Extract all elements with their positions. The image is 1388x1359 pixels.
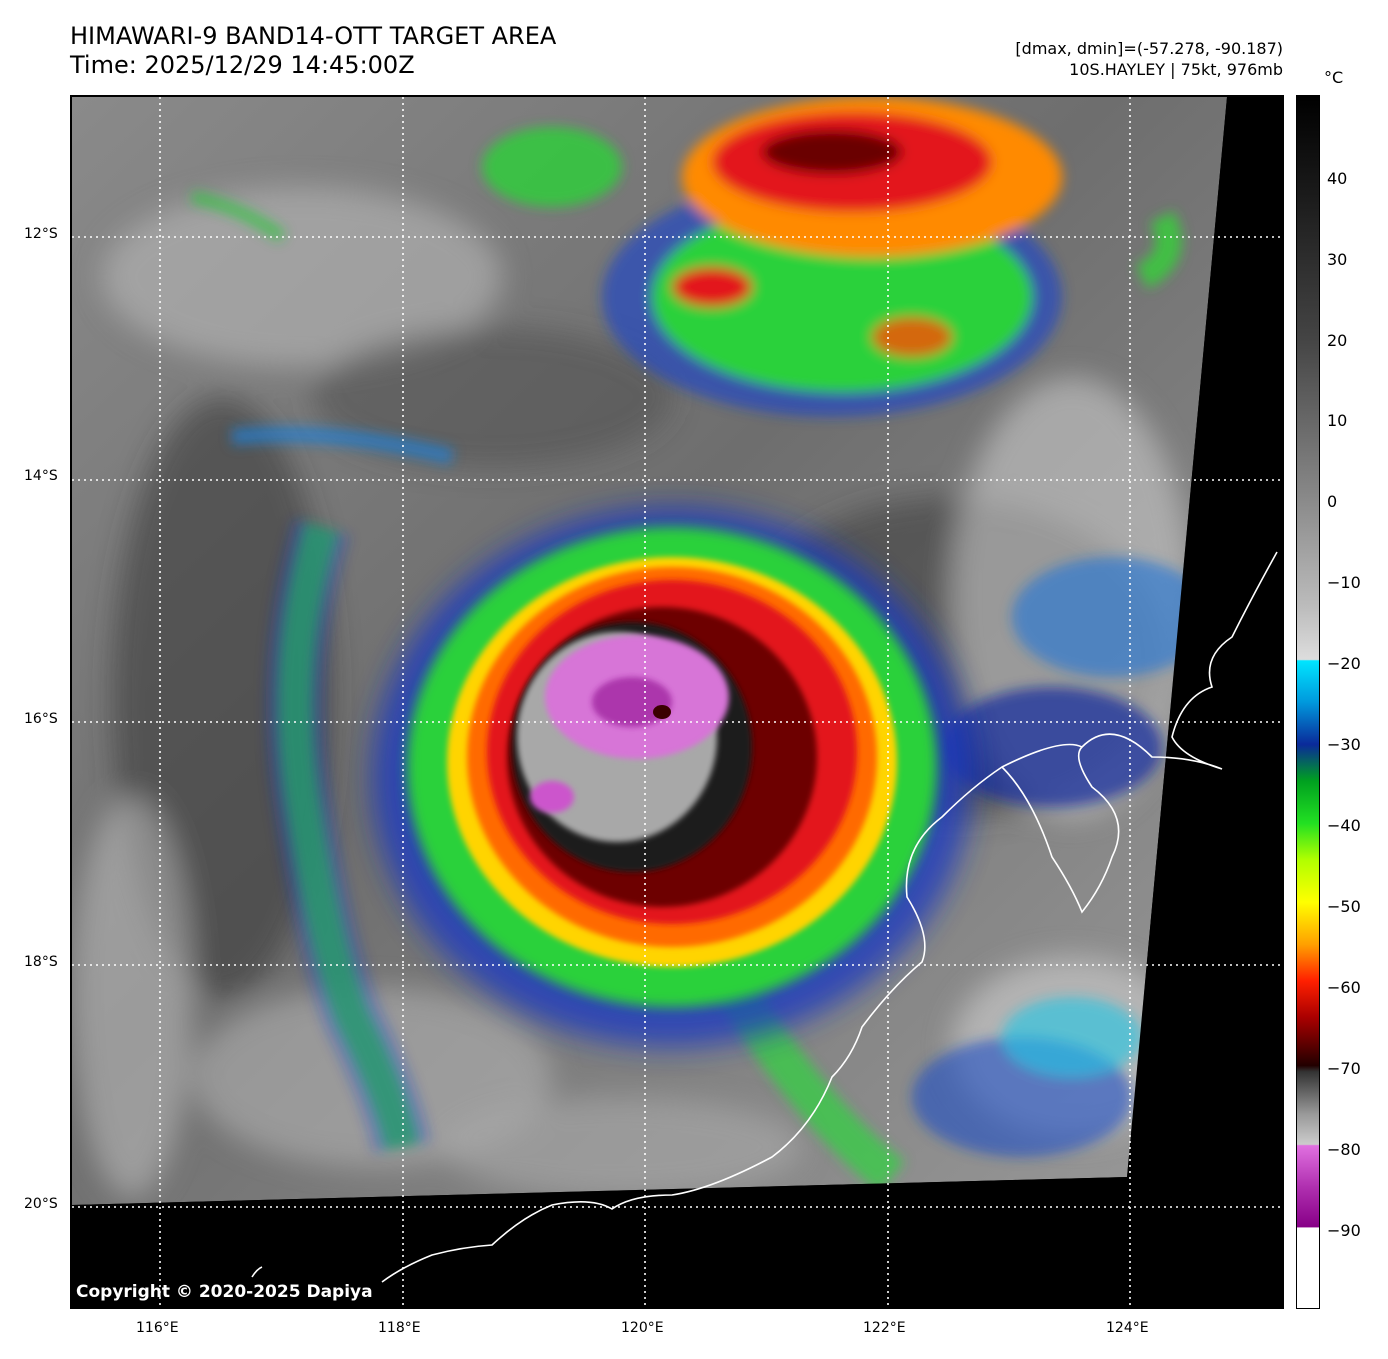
colorbar-tick-minus20: −20 — [1327, 654, 1361, 673]
copyright-text: Copyright © 2020-2025 Dapiya — [76, 1282, 373, 1302]
colorbar-tick-20: 20 — [1327, 331, 1348, 350]
lat-label-18s: 18°S — [24, 954, 58, 970]
colorbar — [1296, 95, 1320, 1309]
title-line-2: Time: 2025/12/29 14:45:00Z — [70, 51, 415, 79]
lon-label-124e: 124°E — [1106, 1320, 1149, 1336]
coastline — [251, 551, 1278, 1283]
colorbar-tick-minus60: −60 — [1327, 978, 1361, 997]
colorbar-tick-minus90: −90 — [1327, 1221, 1361, 1240]
storm-name-text: 10S.HAYLEY | 75kt, 976mb — [1069, 60, 1283, 79]
colorbar-tick-30: 30 — [1327, 250, 1348, 269]
colorbar-tick-minus80: −80 — [1327, 1140, 1361, 1159]
colorbar-tick-10: 10 — [1327, 411, 1348, 430]
lon-label-122e: 122°E — [863, 1320, 906, 1336]
lon-label-120e: 120°E — [621, 1320, 664, 1336]
colorbar-tick-minus50: −50 — [1327, 897, 1361, 916]
satellite-image: Copyright © 2020-2025 Dapiya — [70, 95, 1284, 1309]
figure-title: HIMAWARI-9 BAND14-OTT TARGET AREA Time: … — [70, 22, 556, 80]
title-line-1: HIMAWARI-9 BAND14-OTT TARGET AREA — [70, 22, 557, 50]
lat-label-14s: 14°S — [24, 468, 58, 484]
satellite-image-svg — [72, 97, 1282, 1307]
dmax-dmin-text: [dmax, dmin]=(-57.278, -90.187) — [1015, 39, 1283, 58]
graticule — [72, 97, 1282, 1307]
colorbar-tick-minus70: −70 — [1327, 1059, 1361, 1078]
colorbar-tick-minus10: −10 — [1327, 573, 1361, 592]
lon-label-118e: 118°E — [378, 1320, 421, 1336]
lat-label-12s: 12°S — [24, 226, 58, 242]
colorbar-tick-minus40: −40 — [1327, 816, 1361, 835]
northern-convection — [482, 97, 1062, 417]
colorbar-tick-minus30: −30 — [1327, 735, 1361, 754]
storm-info: [dmax, dmin]=(-57.278, -90.187) 10S.HAYL… — [1015, 38, 1283, 80]
colorbar-tick-0: 0 — [1327, 492, 1338, 511]
colorbar-tick-40: 40 — [1327, 169, 1348, 188]
colorbar-unit: °C — [1324, 68, 1344, 87]
lat-label-20s: 20°S — [24, 1196, 58, 1212]
lon-label-116e: 116°E — [136, 1320, 179, 1336]
no-data-region — [72, 97, 1282, 1307]
cyclone-core — [372, 507, 972, 1047]
lat-label-16s: 16°S — [24, 711, 58, 727]
